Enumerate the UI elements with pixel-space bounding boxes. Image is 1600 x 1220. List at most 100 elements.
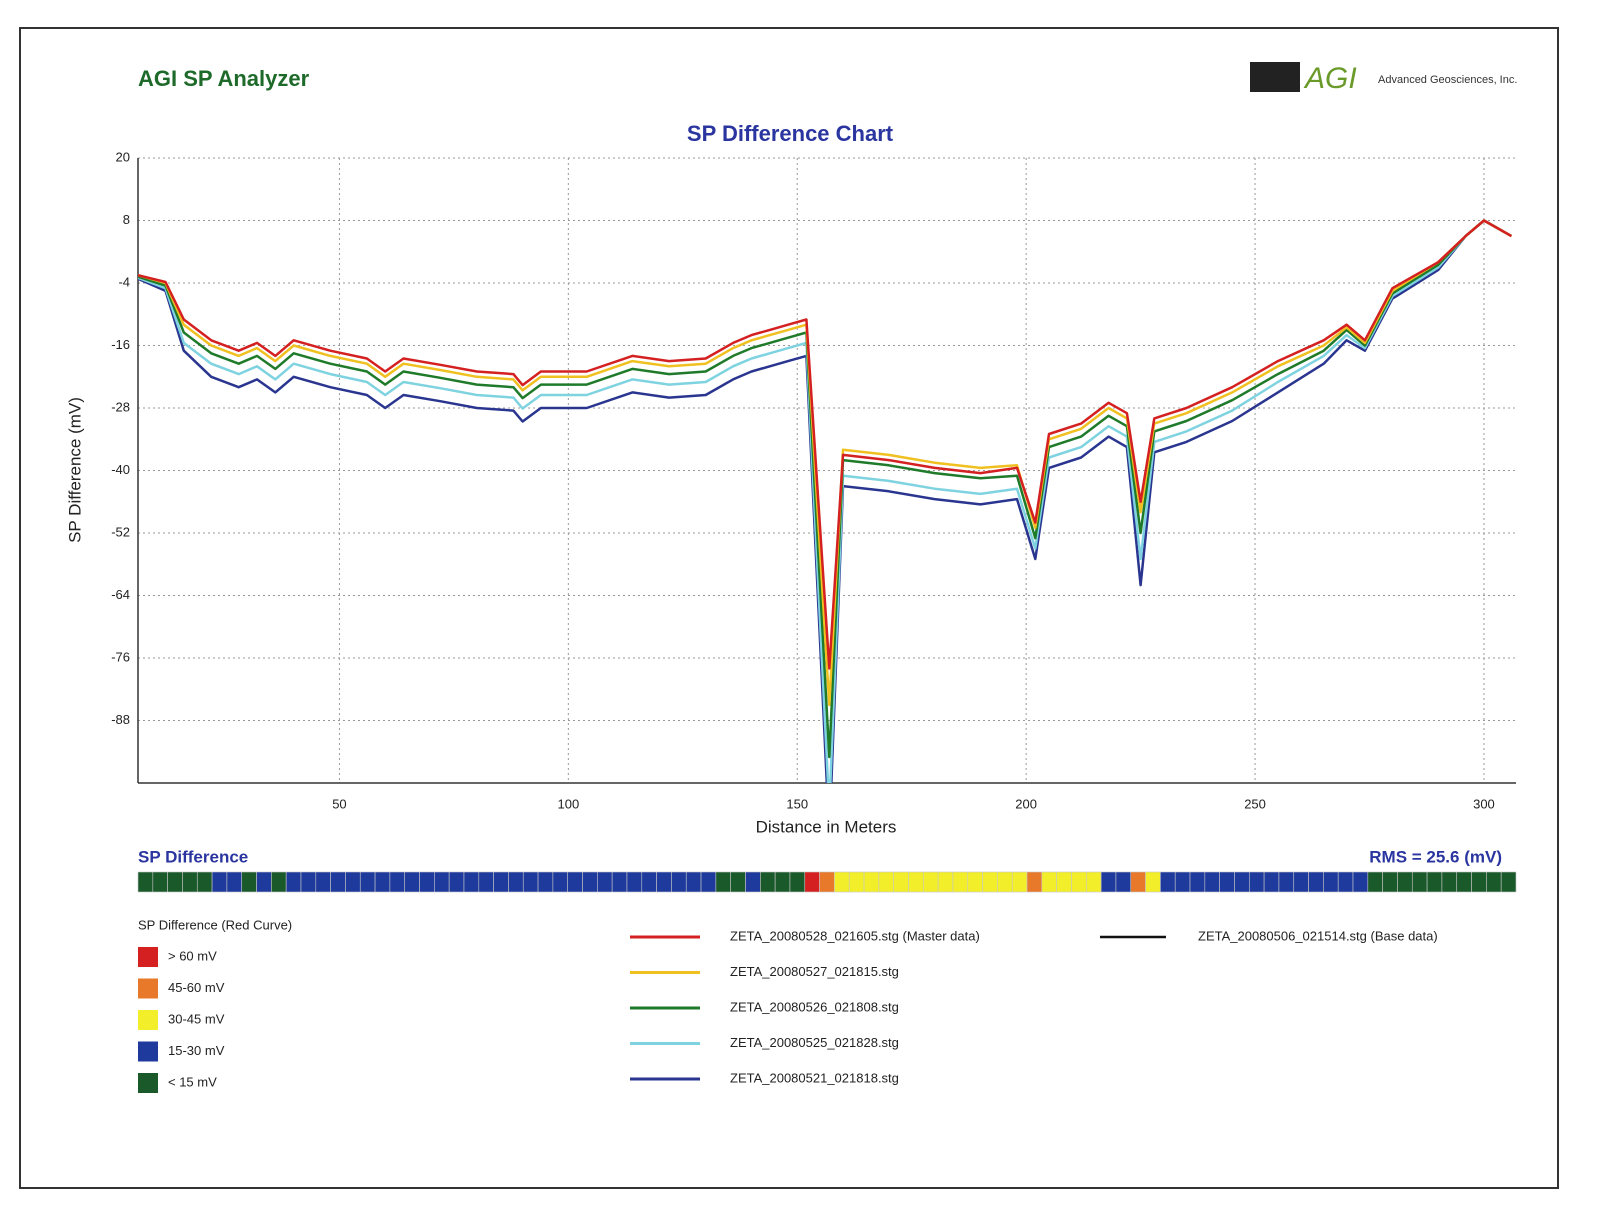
x-tick-label: 250 <box>1244 796 1266 811</box>
y-tick-label: -4 <box>118 274 130 289</box>
class-label: 15-30 mV <box>168 1043 225 1058</box>
strip-cell <box>1411 871 1428 893</box>
plot-area <box>138 219 1513 783</box>
strip-cell <box>1011 871 1028 893</box>
class-swatch <box>138 978 158 999</box>
strip-cell <box>789 871 806 893</box>
strip-cell <box>508 871 524 893</box>
x-tick-label: 100 <box>557 796 579 811</box>
strip-cell <box>137 871 154 893</box>
strip-cell <box>537 871 554 893</box>
x-tick-label: 200 <box>1015 796 1037 811</box>
logo-mark: AGI <box>1303 62 1357 95</box>
legend-label: ZETA_20080506_021514.stg (Base data) <box>1198 928 1438 943</box>
strip-cell <box>389 871 406 893</box>
strip-cell <box>1130 871 1146 893</box>
strip-cell <box>522 871 539 893</box>
strip-cell <box>1397 871 1413 893</box>
strip-cell <box>893 871 909 893</box>
y-tick-label: 8 <box>123 212 130 227</box>
frame <box>19 27 1559 1189</box>
strip-cell <box>878 871 894 893</box>
strip-cell <box>478 871 494 893</box>
x-tick-label: 150 <box>786 796 808 811</box>
strip-cell <box>671 871 687 893</box>
strip-cell <box>1026 871 1043 893</box>
y-tick-label: -64 <box>111 587 130 602</box>
class-label: < 15 mV <box>168 1074 217 1089</box>
legend-label: ZETA_20080525_021828.stg <box>730 1035 899 1050</box>
strip-cell <box>463 871 480 893</box>
strip-cell <box>730 871 746 893</box>
strip-cell <box>1263 871 1280 893</box>
strip-cell <box>760 871 776 893</box>
y-tick-label: -88 <box>111 712 130 727</box>
strip-cell <box>1056 871 1072 893</box>
strip-cell <box>315 871 331 893</box>
legend-label: ZETA_20080521_021818.stg <box>730 1070 899 1085</box>
strip-cell <box>226 871 243 893</box>
y-tick-label: 20 <box>116 149 130 164</box>
strip-cell <box>685 871 702 893</box>
legend-label: ZETA_20080527_021815.stg <box>730 964 899 979</box>
strip-cell <box>434 871 450 893</box>
strip-cell <box>1308 871 1324 893</box>
strip-cell <box>1456 871 1472 893</box>
strip-cell <box>404 871 420 893</box>
x-tick-label: 300 <box>1473 796 1495 811</box>
strip-cell <box>1337 871 1354 893</box>
series-line <box>138 219 1513 670</box>
strip-label: SP Difference <box>138 847 248 866</box>
strip-cell <box>1145 871 1161 893</box>
legend-label: ZETA_20080528_021605.stg (Master data) <box>730 928 980 943</box>
strip-cell <box>1189 871 1206 893</box>
strip-cell <box>937 871 954 893</box>
app-title: AGI SP Analyzer <box>138 66 310 91</box>
strip-cell <box>196 871 213 893</box>
strip-cell <box>1486 871 1502 893</box>
y-tick-label: -76 <box>111 649 130 664</box>
strip-cell <box>997 871 1013 893</box>
strip-cell <box>597 871 613 893</box>
y-axis-label: SP Difference (mV) <box>65 397 84 543</box>
strip-cell <box>641 871 657 893</box>
series-line <box>138 219 1513 759</box>
strip-cell <box>1500 871 1517 893</box>
class-label: 45-60 mV <box>168 980 225 995</box>
class-swatch <box>138 1073 158 1093</box>
strip-cell <box>1382 871 1398 893</box>
strip-cell <box>952 871 969 893</box>
strip-cell <box>256 871 272 893</box>
strip-cell <box>567 871 583 893</box>
class-swatch <box>138 1010 158 1030</box>
strip-cell <box>1041 871 1057 893</box>
class-label: > 60 mV <box>168 948 217 963</box>
series-line <box>138 219 1513 783</box>
logo-globe <box>1250 62 1300 92</box>
strip-cell <box>330 871 346 893</box>
strip-cell <box>1471 871 1487 893</box>
strip-cell <box>982 871 998 893</box>
y-tick-label: -52 <box>111 524 130 539</box>
strip-cell <box>908 871 924 893</box>
strip-cell <box>182 871 198 893</box>
strip-cell <box>241 871 257 893</box>
strip-cell <box>1100 871 1117 893</box>
strip-cell <box>493 871 509 893</box>
strip-cell <box>1248 871 1265 893</box>
strip-cell <box>359 871 376 893</box>
chart-title: SP Difference Chart <box>687 121 894 146</box>
legend-label: ZETA_20080526_021808.stg <box>730 999 899 1014</box>
y-tick-label: -40 <box>111 462 130 477</box>
strip-cell <box>345 871 361 893</box>
strip-cell <box>1174 871 1191 893</box>
class-legend-title: SP Difference (Red Curve) <box>138 917 292 932</box>
strip-cell <box>626 871 643 893</box>
class-swatch <box>138 947 158 967</box>
strip-cell <box>1352 871 1369 893</box>
strip-cell <box>1323 871 1339 893</box>
strip-cell <box>1115 871 1132 893</box>
strip-cell <box>819 871 835 893</box>
y-tick-label: -28 <box>111 399 130 414</box>
